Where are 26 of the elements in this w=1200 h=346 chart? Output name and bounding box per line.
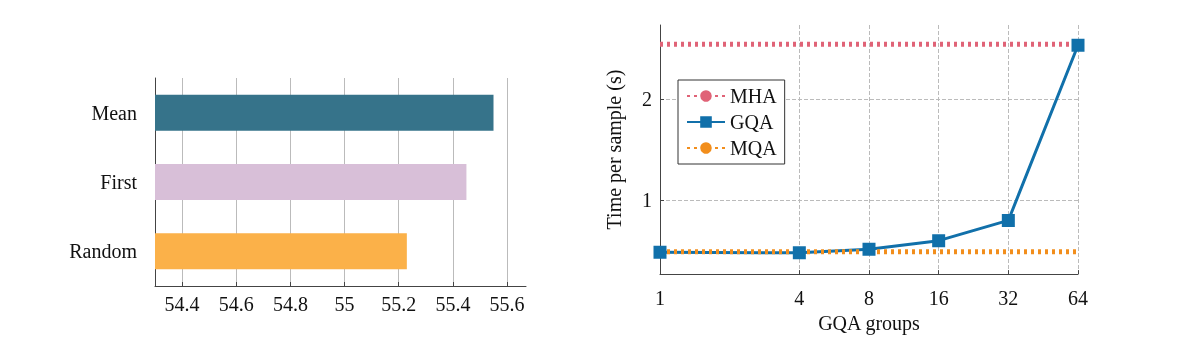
y-tick-label: First bbox=[100, 171, 138, 193]
x-axis-title: GQA groups bbox=[818, 312, 921, 335]
y-tick-label: 2 bbox=[642, 87, 652, 110]
x-tick-label: 54.4 bbox=[164, 293, 200, 315]
point bbox=[1071, 38, 1085, 52]
legend-label: GQA bbox=[730, 111, 774, 133]
y-tick-label: Mean bbox=[91, 101, 137, 124]
y-tick-label: Random bbox=[69, 240, 138, 263]
x-tick-label: 55 bbox=[334, 293, 355, 315]
x-tick-label: 55.2 bbox=[381, 293, 417, 315]
y-axis-title: Time per sample (s) bbox=[603, 69, 626, 230]
x-tick-label: 8 bbox=[864, 287, 874, 310]
legend-label: MQA bbox=[730, 137, 778, 159]
point bbox=[932, 234, 946, 248]
x-tick-label: 55.4 bbox=[435, 293, 471, 315]
x-tick-label: 64 bbox=[1068, 287, 1088, 310]
point bbox=[862, 242, 876, 256]
point bbox=[792, 246, 806, 260]
x-tick-label: 54.6 bbox=[218, 293, 254, 315]
x-tick-label: 4 bbox=[794, 287, 805, 310]
x-tick-label: 54.8 bbox=[272, 293, 308, 315]
x-tick-label: 55.6 bbox=[489, 293, 525, 315]
x-tick-label: 32 bbox=[998, 287, 1019, 310]
x-tick-label: 16 bbox=[928, 287, 949, 310]
point bbox=[1001, 213, 1015, 227]
legend-label: MHA bbox=[730, 85, 778, 107]
